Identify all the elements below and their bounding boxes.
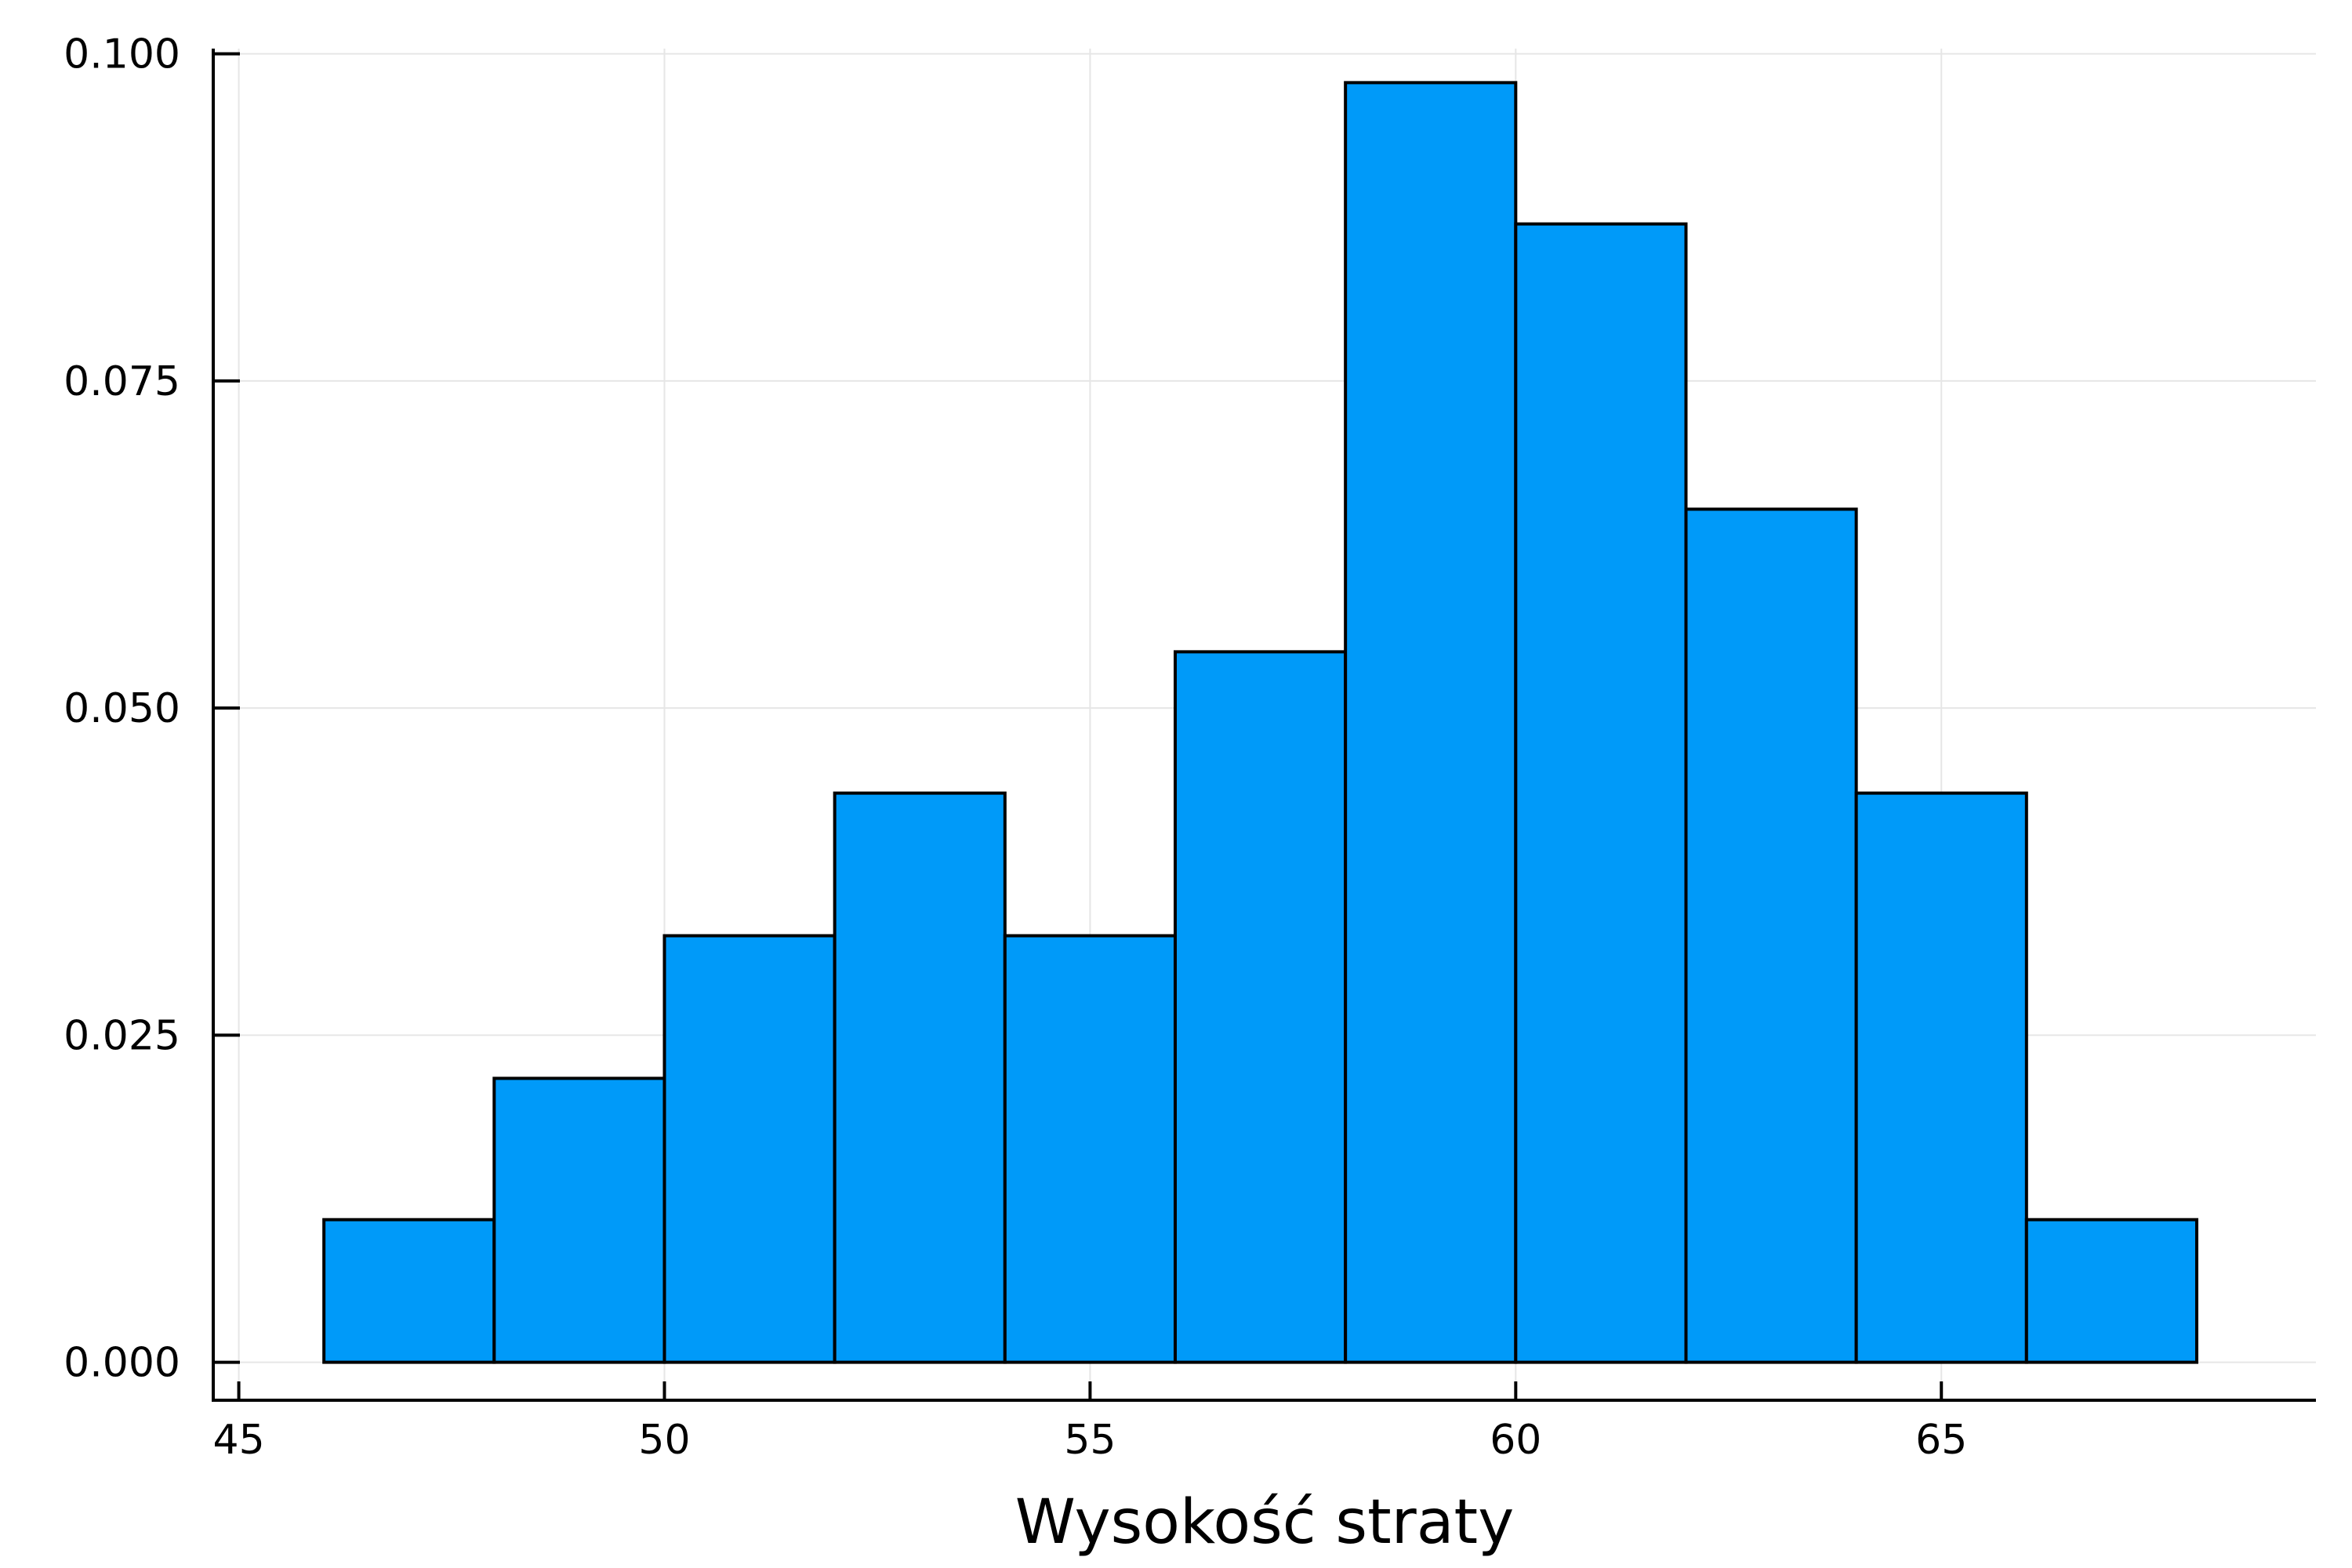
- x-ticks: 45 50 55 60 65: [212, 1381, 1967, 1464]
- x-tick-label: 45: [212, 1417, 264, 1464]
- x-tick-label: 55: [1064, 1417, 1116, 1464]
- histogram-bar: [833, 791, 1007, 1364]
- axes: [212, 49, 2316, 1402]
- histogram-bar: [492, 1076, 666, 1364]
- histogram-bar: [662, 934, 837, 1364]
- y-tick-label: 0.000: [64, 1340, 180, 1387]
- bars: [322, 81, 2198, 1364]
- y-tick-label: 0.100: [64, 31, 180, 78]
- x-axis-title: Wysokość straty: [1015, 1487, 1515, 1558]
- histogram-bar: [1003, 934, 1177, 1364]
- y-tick-label: 0.025: [64, 1012, 180, 1059]
- y-tick-label: 0.050: [64, 685, 180, 732]
- histogram-bar: [322, 1218, 496, 1364]
- histogram-bar: [1684, 507, 1858, 1364]
- x-tick-label: 65: [1915, 1417, 1967, 1464]
- x-tick-label: 60: [1490, 1417, 1541, 1464]
- y-tick-label: 0.075: [64, 358, 180, 405]
- histogram-bar: [1344, 81, 1518, 1364]
- histogram-bar: [1854, 791, 2028, 1364]
- y-ticks: 0.000 0.025 0.050 0.075 0.100: [64, 31, 240, 1387]
- x-tick-label: 50: [638, 1417, 690, 1464]
- histogram-bar: [1173, 650, 1348, 1364]
- histogram-bar: [2024, 1218, 2198, 1364]
- histogram-bar: [1514, 222, 1688, 1364]
